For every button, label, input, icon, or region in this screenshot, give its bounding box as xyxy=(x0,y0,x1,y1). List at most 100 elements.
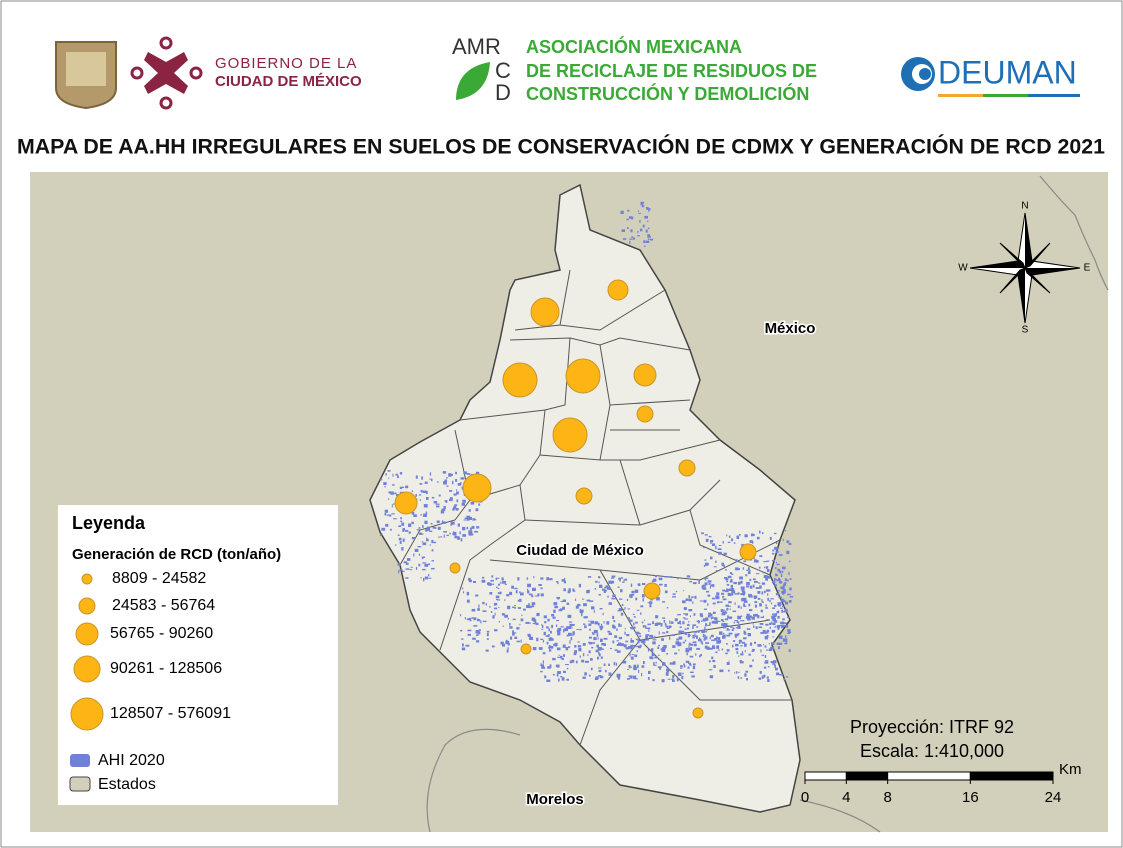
ahi-patch xyxy=(575,598,577,601)
ahi-patch xyxy=(531,594,534,598)
ahi-patch xyxy=(548,646,551,649)
ahi-patch xyxy=(767,679,770,682)
ahi-patch xyxy=(557,581,559,585)
ahi-patch xyxy=(784,642,787,645)
ahi-patch xyxy=(626,218,629,221)
ahi-patch xyxy=(582,676,586,679)
ahi-patch xyxy=(648,628,650,632)
ahi-patch xyxy=(724,618,729,621)
ahi-patch xyxy=(676,638,679,641)
ahi-patch xyxy=(672,645,676,648)
ahi-patch xyxy=(663,645,667,649)
ahi-patch xyxy=(590,658,593,661)
ahi-patch xyxy=(705,617,709,621)
ahi-patch xyxy=(788,542,792,546)
ahi-patch xyxy=(744,650,746,653)
ahi-patch xyxy=(462,499,466,503)
ahi-patch xyxy=(779,578,781,582)
ahi-patch xyxy=(748,569,751,573)
ahi-patch xyxy=(719,631,723,635)
ahi-patch xyxy=(564,627,568,632)
ahi-patch xyxy=(704,645,708,649)
ahi-patch xyxy=(542,652,546,655)
ahi-patch xyxy=(707,580,712,583)
ahi-patch xyxy=(643,240,646,244)
ahi-patch xyxy=(636,609,640,611)
ahi-patch xyxy=(611,575,616,578)
ahi-patch xyxy=(760,609,763,613)
ahi-patch xyxy=(637,235,640,237)
ahi-patch xyxy=(776,579,780,582)
ahi-patch xyxy=(758,582,761,584)
ahi-patch xyxy=(759,623,764,625)
ahi-patch xyxy=(777,616,780,619)
ahi-patch xyxy=(390,528,392,531)
ahi-patch xyxy=(613,620,616,623)
map-title: MAPA DE AA.HH IRREGULARES EN SUELOS DE C… xyxy=(17,135,1105,159)
ahi-patch xyxy=(628,646,632,649)
ahi-patch xyxy=(548,628,550,632)
ahi-patch xyxy=(652,639,657,641)
ahi-patch xyxy=(647,602,650,604)
ahi-patch xyxy=(711,620,716,624)
state-border xyxy=(799,799,881,833)
amr-letters: AMR xyxy=(452,34,501,59)
ahi-patch xyxy=(715,651,718,654)
ahi-patch xyxy=(769,626,771,629)
ahi-patch xyxy=(655,615,659,619)
ahi-patch xyxy=(693,613,696,616)
ahi-patch xyxy=(520,639,522,643)
ahi-patch xyxy=(464,517,468,520)
ahi-patch xyxy=(573,652,577,656)
ahi-patch xyxy=(666,670,670,673)
ahi-patch xyxy=(739,642,741,644)
ahi-patch xyxy=(600,638,603,642)
ahi-patch xyxy=(726,634,731,637)
ahi-patch xyxy=(672,675,675,679)
ahi-patch xyxy=(500,641,504,645)
ahi-patch xyxy=(587,576,592,578)
ahi-patch xyxy=(630,638,633,640)
ahi-patch xyxy=(752,623,754,625)
ahi-patch xyxy=(776,611,779,614)
ahi-patch xyxy=(431,549,434,552)
ahi-patch xyxy=(575,660,578,664)
ahi-patch xyxy=(448,473,452,477)
ahi-patch xyxy=(547,666,551,669)
ahi-patch xyxy=(498,583,500,586)
ahi-patch xyxy=(766,560,770,562)
ahi-patch xyxy=(477,619,481,622)
ahi-patch xyxy=(644,625,647,628)
ahi-patch xyxy=(696,626,699,628)
ahi-patch xyxy=(607,630,611,633)
ahi-patch xyxy=(689,615,691,618)
ahi-patch xyxy=(397,534,400,536)
ahi-patch xyxy=(511,585,514,589)
ahi-patch xyxy=(556,647,561,651)
ahi-patch xyxy=(564,577,566,580)
ahi-patch xyxy=(493,607,498,610)
ahi-patch xyxy=(403,561,408,564)
ahi-patch xyxy=(601,588,606,591)
projection: Proyección: ITRF 92 xyxy=(850,717,1014,737)
ahi-patch xyxy=(469,516,472,520)
ahi-patch xyxy=(570,637,573,641)
ahi-patch xyxy=(706,646,710,650)
ahi-patch xyxy=(780,573,783,577)
ahi-patch xyxy=(734,593,738,595)
ahi-patch xyxy=(533,619,537,623)
ahi-patch xyxy=(598,651,600,655)
ahi-patch xyxy=(628,675,633,677)
ahi-patch xyxy=(774,604,777,607)
ahi-patch xyxy=(644,619,646,621)
ahi-patch xyxy=(766,635,769,638)
ahi-patch xyxy=(723,623,728,626)
ahi-patch xyxy=(704,534,708,536)
ahi-patch xyxy=(443,531,447,533)
bubble xyxy=(462,473,492,503)
ahi-patch xyxy=(650,648,654,652)
ahi-patch xyxy=(626,598,629,601)
ahi-patch xyxy=(692,636,695,639)
ahi-patch xyxy=(631,654,635,656)
ahi-patch xyxy=(482,610,487,612)
